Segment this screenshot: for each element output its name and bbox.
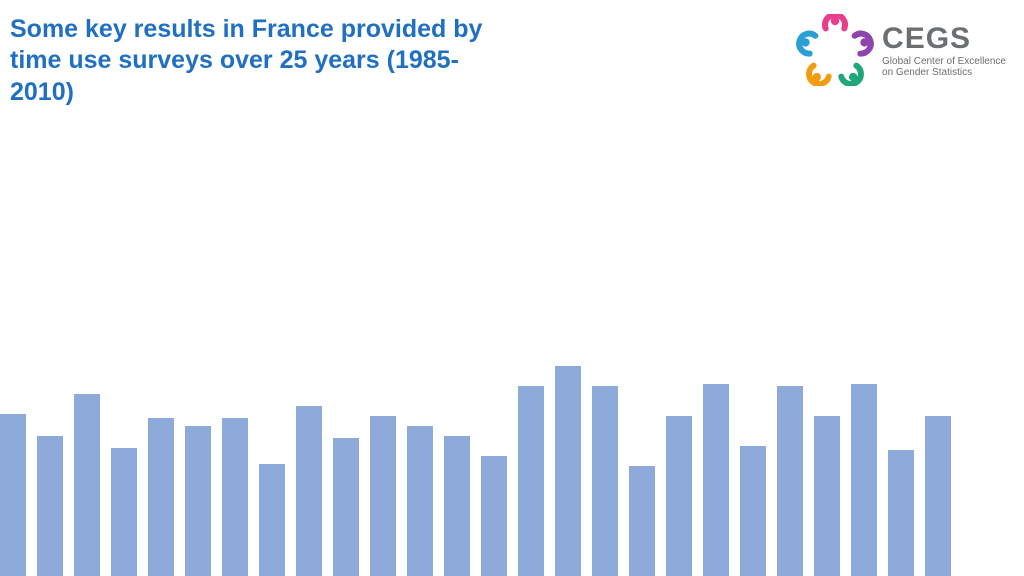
bar-13 xyxy=(481,456,507,576)
bar-chart xyxy=(0,316,1024,576)
bar-21 xyxy=(777,386,803,576)
bar-15 xyxy=(555,366,581,576)
bar-24 xyxy=(888,450,914,576)
cegs-logo-text: CEGS Global Center of Excellence on Gend… xyxy=(882,22,1006,79)
cegs-logo-icon xyxy=(796,14,874,86)
bar-19 xyxy=(703,384,729,576)
bar-18 xyxy=(666,416,692,576)
bar-14 xyxy=(518,386,544,576)
page-title: Some key results in France provided by t… xyxy=(10,14,510,108)
bar-5 xyxy=(185,426,211,576)
bar-1 xyxy=(37,436,63,576)
bar-16 xyxy=(592,386,618,576)
bar-25 xyxy=(925,416,951,576)
bar-12 xyxy=(444,436,470,576)
slide: Some key results in France provided by t… xyxy=(0,0,1024,576)
bar-9 xyxy=(333,438,359,576)
bar-7 xyxy=(259,464,285,576)
cegs-tagline-2: on Gender Statistics xyxy=(882,67,1006,79)
bar-0 xyxy=(0,414,26,576)
bar-8 xyxy=(296,406,322,576)
cegs-tagline-1: Global Center of Excellence xyxy=(882,56,1006,68)
bar-4 xyxy=(148,418,174,576)
bar-2 xyxy=(74,394,100,576)
bar-6 xyxy=(222,418,248,576)
bar-22 xyxy=(814,416,840,576)
bar-11 xyxy=(407,426,433,576)
bar-20 xyxy=(740,446,766,576)
bar-3 xyxy=(111,448,137,576)
cegs-acronym: CEGS xyxy=(882,22,1006,56)
bar-17 xyxy=(629,466,655,576)
bar-23 xyxy=(851,384,877,576)
bar-10 xyxy=(370,416,396,576)
cegs-logo: CEGS Global Center of Excellence on Gend… xyxy=(796,14,1006,86)
